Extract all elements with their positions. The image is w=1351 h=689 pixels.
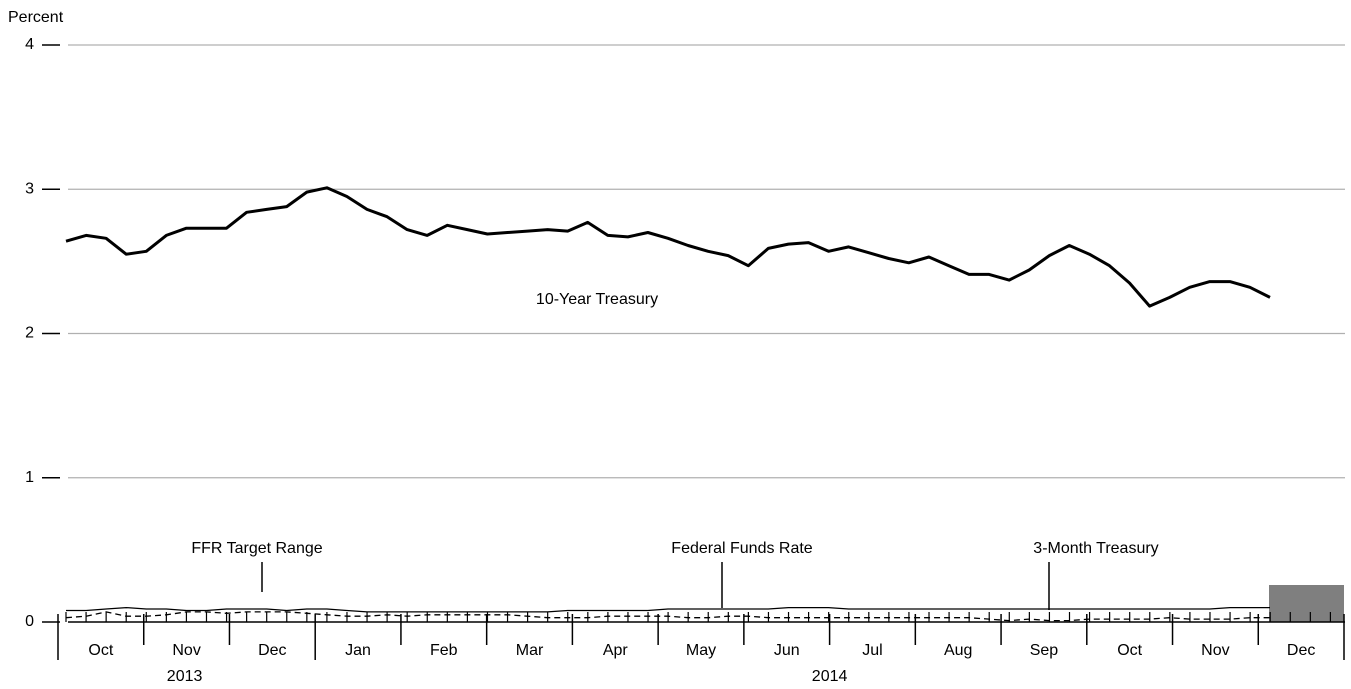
y-tick-label: 3 — [25, 180, 34, 197]
year-label: 2013 — [167, 668, 203, 685]
x-tick-label: Sep — [1030, 642, 1059, 659]
series-line — [65, 186, 1271, 308]
x-tick-label: Nov — [1201, 642, 1229, 659]
annotation: 3-Month Treasury — [1033, 540, 1158, 557]
y-axis-label: Percent — [8, 9, 64, 26]
annotation: Federal Funds Rate — [671, 540, 813, 557]
series-label: 10-Year Treasury — [536, 291, 658, 308]
x-tick-label: May — [686, 642, 716, 659]
x-tick-label: Mar — [516, 642, 544, 659]
x-tick-label: Jan — [345, 642, 371, 659]
x-tick-label: Nov — [172, 642, 200, 659]
x-tick-label: Dec — [1287, 642, 1315, 659]
projection-shade — [1269, 585, 1344, 622]
y-tick-label: 2 — [25, 325, 34, 342]
series-line — [65, 611, 1270, 622]
y-tick-label: 1 — [25, 469, 34, 486]
x-tick-label: Aug — [944, 642, 972, 659]
series-line — [66, 606, 1270, 613]
year-label: 2014 — [812, 668, 848, 685]
x-tick-label: Apr — [603, 642, 629, 659]
x-tick-label: Dec — [258, 642, 286, 659]
x-tick-label: Jul — [862, 642, 882, 659]
x-tick-label: Oct — [1117, 642, 1142, 659]
annotation: FFR Target Range — [191, 540, 322, 557]
x-tick-label: Jun — [774, 642, 800, 659]
x-tick-label: Oct — [88, 642, 113, 659]
x-tick-label: Feb — [430, 642, 458, 659]
y-tick-label: 4 — [25, 36, 34, 53]
y-tick-label: 0 — [25, 613, 34, 630]
